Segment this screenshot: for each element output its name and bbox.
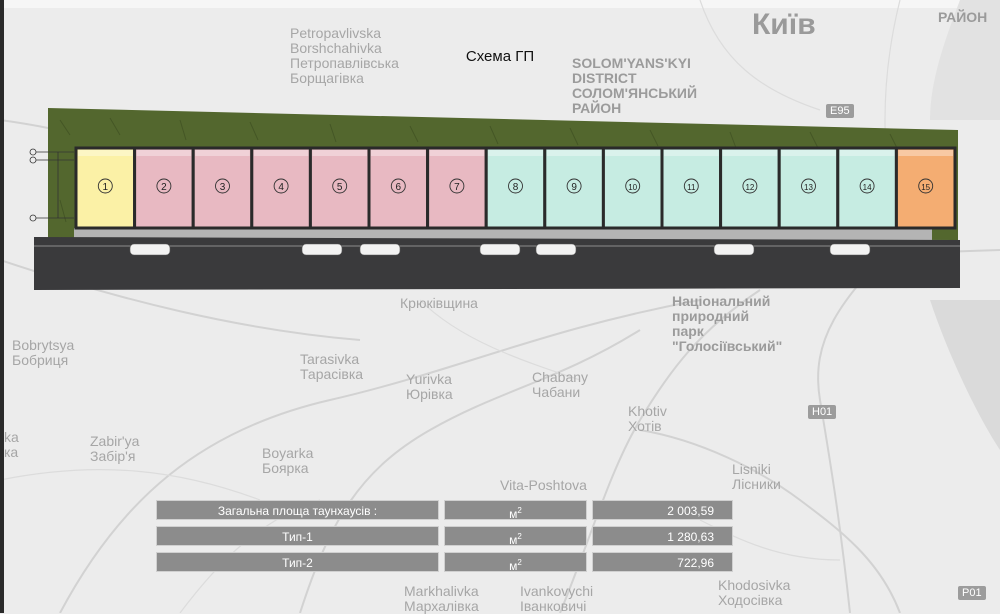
townhouse-unit-1: 1	[74, 146, 137, 230]
unit-number: 15	[921, 183, 930, 192]
summary-unit: м2	[444, 500, 587, 520]
summary-label: Тип-2	[156, 552, 439, 572]
summary-value: 1 280,63	[592, 526, 733, 546]
unit-number: 13	[804, 183, 813, 192]
map-label: Lisniki Лісники	[732, 461, 781, 492]
scheme-title: Схема ГП	[465, 48, 535, 65]
unit-number: 14	[863, 183, 872, 192]
car	[713, 243, 755, 256]
road-badge: P01	[958, 586, 986, 600]
unit-number: 6	[396, 182, 402, 193]
road-badge: E95	[826, 104, 854, 118]
townhouse-units: 1 2 3 4 5 6 7 8 9 10 11 12 13 14 15	[74, 146, 957, 230]
map-label: Khotiv Хотів	[628, 403, 667, 434]
map-label: Bobrytsya Бобриця	[12, 337, 75, 368]
road-badge: H01	[808, 405, 837, 419]
map-label: Petropavlivska Borshchahivka Петропавлів…	[290, 25, 399, 86]
townhouse-unit-2: 2	[133, 146, 195, 230]
dimension-marks	[29, 148, 74, 222]
summary-label: Загальна площа таунхаусів :	[156, 500, 439, 520]
map-label: Ivankovychi Іванковичі	[520, 583, 594, 614]
unit-number: 3	[220, 182, 226, 193]
townhouse-unit-12: 12	[719, 146, 781, 230]
unit-number: 9	[571, 182, 577, 193]
map-label: SOLOM'YANS'KYI DISTRICT СОЛОМ'ЯНСЬКИЙ РА…	[572, 55, 698, 116]
townhouse-unit-5: 5	[308, 146, 371, 230]
unit-number: 2	[161, 182, 167, 193]
map-label: Національний природний парк "Голосіївськ…	[672, 293, 783, 354]
map-label: Tarasivka Тарасівка	[300, 351, 364, 382]
unit-number: 11	[687, 183, 696, 192]
map-label: РАЙОН	[938, 9, 988, 25]
unit-number: 10	[628, 183, 637, 192]
map-label: Крюківщина	[400, 295, 478, 311]
townhouse-unit-7: 7	[426, 146, 488, 230]
townhouse-unit-3: 3	[191, 146, 254, 230]
townhouse-unit-11: 11	[660, 146, 723, 230]
summary-value: 2 003,59	[592, 500, 733, 520]
car	[535, 243, 577, 256]
car	[301, 243, 343, 256]
window-edge	[0, 0, 4, 613]
unit-number: 5	[337, 182, 343, 193]
summary-unit: м2	[444, 552, 587, 572]
map-label: Vita-Poshtova	[500, 477, 587, 493]
car	[829, 243, 871, 256]
unit-number: 12	[745, 183, 754, 192]
map-label: Yurivka Юрівка	[406, 371, 453, 402]
map-label: Zabir'ya Забір'я	[90, 433, 140, 464]
cars	[129, 243, 871, 256]
townhouse-unit-6: 6	[367, 146, 430, 230]
map-label: Chabany Чабани	[532, 369, 589, 400]
unit-number: 7	[454, 182, 460, 193]
map-label: ka ка	[4, 429, 19, 460]
townhouse-unit-15: 15	[894, 146, 957, 230]
map-label: Khodosivka Ходосівка	[718, 577, 791, 608]
summary-unit: м2	[444, 526, 587, 546]
car	[359, 243, 401, 256]
townhouse-unit-8: 8	[484, 146, 547, 230]
unit-number: 1	[103, 182, 109, 193]
grass-texture	[59, 117, 945, 225]
summary-label: Тип-1	[156, 526, 439, 546]
car	[129, 243, 171, 256]
townhouse-unit-4: 4	[250, 146, 312, 230]
unit-number: 4	[278, 182, 284, 193]
map-label: Київ	[752, 8, 816, 41]
townhouse-unit-13: 13	[777, 146, 840, 230]
summary-value: 722,96	[592, 552, 733, 572]
townhouse-unit-14: 14	[836, 146, 898, 230]
map-label: Markhalivka Мархалівка	[404, 583, 479, 614]
townhouse-unit-10: 10	[601, 146, 664, 230]
car	[479, 243, 521, 256]
map-label: Boyarka Боярка	[262, 445, 314, 476]
townhouse-unit-9: 9	[543, 146, 605, 230]
unit-number: 8	[513, 182, 519, 193]
